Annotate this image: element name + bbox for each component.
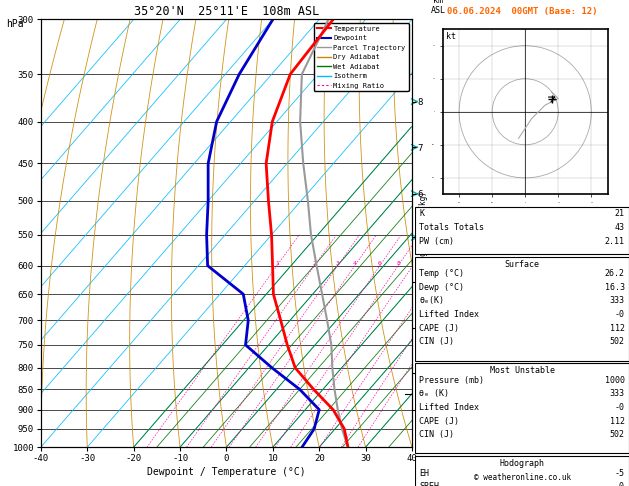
Text: -5: -5 xyxy=(615,469,625,478)
Bar xyxy=(415,456,629,486)
Text: 06.06.2024  00GMT (Base: 12): 06.06.2024 00GMT (Base: 12) xyxy=(447,7,598,17)
Text: 26.2: 26.2 xyxy=(604,269,625,278)
Text: 112: 112 xyxy=(610,417,625,426)
Text: 43: 43 xyxy=(615,223,625,232)
Text: Totals Totals: Totals Totals xyxy=(420,223,484,232)
Text: -0: -0 xyxy=(615,482,625,486)
Bar xyxy=(415,363,629,453)
Text: 112: 112 xyxy=(610,324,625,333)
Text: EH: EH xyxy=(420,469,430,478)
Text: θₑ(K): θₑ(K) xyxy=(420,296,445,306)
Text: -0: -0 xyxy=(615,310,625,319)
Text: © weatheronline.co.uk: © weatheronline.co.uk xyxy=(474,473,571,482)
Text: θₑ (K): θₑ (K) xyxy=(420,389,449,399)
Text: LCL: LCL xyxy=(442,389,455,398)
Text: 1: 1 xyxy=(275,260,279,266)
Y-axis label: km
ASL: km ASL xyxy=(430,0,445,15)
Text: CIN (J): CIN (J) xyxy=(420,430,454,439)
Text: 8: 8 xyxy=(396,260,400,266)
Text: Hodograph: Hodograph xyxy=(499,459,545,468)
Text: Mixing Ratio (g/kg): Mixing Ratio (g/kg) xyxy=(420,191,428,278)
Text: K: K xyxy=(420,209,425,219)
Text: 333: 333 xyxy=(610,389,625,399)
Legend: Temperature, Dewpoint, Parcel Trajectory, Dry Adiabat, Wet Adiabat, Isotherm, Mi: Temperature, Dewpoint, Parcel Trajectory… xyxy=(314,23,408,91)
Text: 333: 333 xyxy=(610,296,625,306)
Text: PW (cm): PW (cm) xyxy=(420,237,454,246)
Text: Most Unstable: Most Unstable xyxy=(489,366,555,375)
Text: Surface: Surface xyxy=(504,260,540,269)
Text: -0: -0 xyxy=(615,403,625,412)
Text: Pressure (mb): Pressure (mb) xyxy=(420,376,484,385)
Text: 2: 2 xyxy=(313,260,316,266)
Text: kt: kt xyxy=(446,33,456,41)
Text: 2.11: 2.11 xyxy=(604,237,625,246)
Text: SREH: SREH xyxy=(420,482,440,486)
Text: 1000: 1000 xyxy=(604,376,625,385)
Text: Dewp (°C): Dewp (°C) xyxy=(420,283,464,292)
Text: CAPE (J): CAPE (J) xyxy=(420,324,459,333)
Text: 4: 4 xyxy=(353,260,357,266)
Text: CIN (J): CIN (J) xyxy=(420,337,454,347)
X-axis label: Dewpoint / Temperature (°C): Dewpoint / Temperature (°C) xyxy=(147,467,306,477)
Text: 502: 502 xyxy=(610,337,625,347)
Bar xyxy=(415,257,629,361)
Title: 35°20'N  25°11'E  108m ASL: 35°20'N 25°11'E 108m ASL xyxy=(134,5,319,18)
Bar xyxy=(415,207,629,254)
Text: 6: 6 xyxy=(378,260,382,266)
Text: 16.3: 16.3 xyxy=(604,283,625,292)
Text: Lifted Index: Lifted Index xyxy=(420,310,479,319)
Text: 502: 502 xyxy=(610,430,625,439)
Text: 21: 21 xyxy=(615,209,625,219)
Y-axis label: hPa: hPa xyxy=(6,19,24,30)
Text: CAPE (J): CAPE (J) xyxy=(420,417,459,426)
Text: Lifted Index: Lifted Index xyxy=(420,403,479,412)
Text: Temp (°C): Temp (°C) xyxy=(420,269,464,278)
Text: 3: 3 xyxy=(336,260,340,266)
